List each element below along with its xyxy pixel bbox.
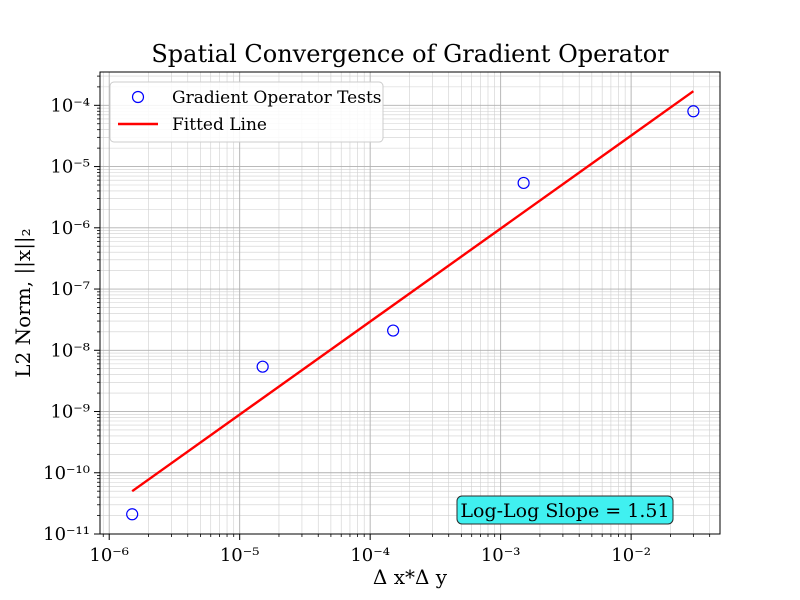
fitted-line	[131, 90, 695, 493]
plot-area	[100, 72, 720, 534]
x-tick-label: 10⁻⁵	[220, 545, 260, 566]
slope-annotation-text: Log-Log Slope = 1.51	[460, 500, 669, 522]
x-tick-label: 10⁻⁶	[89, 545, 129, 566]
y-tick-label: 10⁻⁸	[50, 340, 90, 361]
y-tick-label: 10⁻⁵	[50, 157, 90, 178]
y-tick-label: 10⁻⁴	[50, 95, 90, 116]
data-point	[387, 324, 400, 337]
data-point	[687, 105, 700, 118]
data-point	[517, 176, 530, 190]
fitted-line-layer	[131, 90, 695, 493]
y-tick-label: 10⁻¹⁰	[43, 463, 90, 484]
chart-title: Spatial Convergence of Gradient Operator	[151, 40, 669, 68]
data-point	[256, 360, 269, 373]
y-tick-label: 10⁻⁹	[50, 402, 90, 423]
slope-annotation-box	[456, 495, 674, 525]
x-tick-label: 10⁻³	[481, 545, 521, 566]
slope-annotation: Log-Log Slope = 1.51	[456, 495, 674, 525]
axis-ticks: 10⁻⁶ 10⁻⁵ 10⁻⁴ 10⁻³ 10⁻² 10⁻¹¹ 10⁻¹⁰ 10⁻⁹ 10⁻⁸ 10…	[43, 75, 711, 566]
legend-label-scatter: Gradient Operator Tests	[172, 88, 382, 108]
y-axis-label: L2 Norm, ||x||₂	[11, 228, 36, 377]
y-tick-label: 10⁻¹¹	[43, 524, 90, 545]
x-tick-label: 10⁻²	[611, 545, 651, 566]
data-point	[126, 508, 139, 521]
major-gridlines	[100, 72, 720, 535]
y-tick-label: 10⁻⁶	[50, 218, 90, 239]
x-axis-label: Δ x*Δ y	[373, 565, 448, 589]
legend-label-line: Fitted Line	[172, 115, 267, 135]
legend-box	[109, 81, 384, 143]
data-points-layer	[126, 105, 700, 521]
legend: Gradient Operator Tests Fitted Line	[109, 81, 384, 143]
minor-gridlines	[100, 72, 720, 534]
x-tick-label: 10⁻⁴	[350, 545, 390, 566]
y-tick-label: 10⁻⁷	[50, 279, 90, 300]
legend-marker-scatter	[131, 90, 145, 104]
